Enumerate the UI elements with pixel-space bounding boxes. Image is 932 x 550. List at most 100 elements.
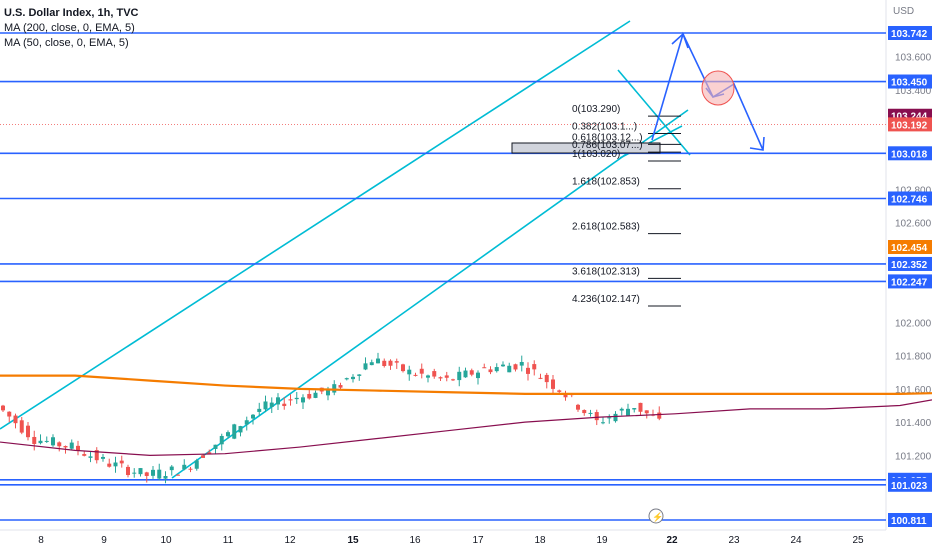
x-tick-label: 10 — [160, 535, 172, 546]
level-tag — [888, 191, 932, 206]
candle-body — [601, 422, 605, 424]
x-tick-label: 17 — [472, 535, 484, 546]
candle-body — [644, 410, 649, 414]
candle-body — [482, 367, 487, 369]
candle-body — [69, 442, 74, 449]
chart-title: U.S. Dollar Index, 1h, TVC — [4, 7, 139, 19]
candle-body — [313, 392, 318, 398]
y-tick-label: 101.600 — [895, 385, 932, 396]
candle-body — [194, 460, 199, 469]
candle-body — [132, 472, 137, 474]
candle-body — [76, 445, 80, 451]
candle-body — [7, 411, 12, 417]
candle-body — [13, 415, 18, 424]
candle-body — [57, 442, 62, 447]
x-tick-label: 15 — [347, 535, 359, 546]
candle-body — [207, 452, 212, 454]
candle-body — [432, 371, 437, 377]
candle-body — [563, 394, 568, 398]
fib-label: 0.618(103.12...) — [572, 132, 643, 143]
legend-ma200: MA (200, close, 0, EMA, 5) — [4, 22, 135, 34]
candle-body — [151, 469, 155, 476]
candle-body — [82, 454, 87, 456]
candle-body — [176, 474, 180, 476]
candle-body — [426, 375, 430, 378]
y-tick-label: 103.600 — [895, 53, 932, 64]
level-tag — [888, 513, 932, 527]
level-tag-label: 100.811 — [891, 516, 927, 527]
x-tick-label: 11 — [223, 535, 234, 546]
y-tick-label: 101.800 — [895, 352, 932, 363]
fib-label: 0.786(103.07...) — [572, 140, 643, 151]
wedge-upper-line — [617, 69, 691, 156]
candle-body — [338, 385, 343, 388]
candle-body — [413, 374, 418, 376]
candle-body — [626, 408, 630, 416]
candle-body — [88, 456, 93, 458]
level-tag — [888, 26, 932, 40]
candle-body — [157, 469, 162, 479]
candle-body — [113, 462, 118, 467]
candle-body — [638, 402, 643, 412]
candle-body — [376, 358, 380, 364]
legend-ma50: MA (50, close, 0, EMA, 5) — [4, 37, 129, 49]
candle-body — [557, 390, 562, 392]
consolidation-box — [511, 142, 661, 154]
candle-body — [263, 401, 268, 410]
candle-body — [401, 364, 405, 372]
candle-body — [201, 455, 205, 458]
candle-body — [444, 375, 449, 378]
candle-body — [457, 371, 462, 381]
candle-body — [576, 404, 580, 410]
candle-body — [438, 377, 443, 379]
y-tick-label: 101.200 — [895, 451, 932, 462]
candle-body — [619, 408, 624, 411]
candle-body — [382, 360, 387, 366]
x-tick-label: 9 — [101, 535, 107, 546]
candle-body — [532, 364, 537, 370]
price-tag — [888, 117, 932, 132]
candle-body — [244, 420, 249, 425]
candle-body — [63, 446, 68, 448]
candle-body — [463, 370, 468, 378]
x-tick-label: 18 — [534, 535, 546, 546]
candle-body — [476, 372, 480, 379]
candle-body — [232, 424, 237, 439]
arrowhead-down — [749, 136, 765, 151]
candle-body — [107, 463, 112, 467]
candle-body — [94, 450, 99, 461]
level-tag-label: 103.742 — [891, 29, 928, 40]
level-tag-label: 102.352 — [891, 260, 928, 271]
fib-label: 1.618(102.853) — [572, 177, 640, 188]
price-tag-label: 102.454 — [891, 243, 928, 254]
x-tick-label: 12 — [284, 535, 296, 546]
candle-body — [101, 456, 105, 459]
arrowhead-up — [671, 32, 689, 49]
x-tick-label: 22 — [666, 535, 678, 546]
candle-body — [32, 436, 37, 444]
y-tick-label: 103.400 — [895, 86, 932, 97]
candle-body — [26, 425, 30, 438]
candle-body — [488, 369, 493, 373]
chart-legend: U.S. Dollar Index, 1h, TVC MA (200, clos… — [4, 6, 138, 51]
candle-body — [288, 399, 293, 401]
candle-body — [351, 376, 355, 380]
candle-body — [301, 397, 305, 403]
level-tag-label: 102.746 — [891, 194, 928, 205]
candle-body — [657, 412, 662, 419]
candle-body — [388, 360, 393, 366]
price-tag-label: 103.192 — [891, 120, 928, 131]
candle-body — [219, 435, 224, 445]
candle-body — [126, 466, 130, 476]
candle-body — [469, 370, 474, 375]
x-tick-label: 25 — [852, 535, 864, 546]
candle-body — [44, 440, 49, 442]
candle-body — [407, 369, 412, 375]
candle-body — [276, 397, 280, 405]
candle-body — [357, 374, 362, 376]
lightning-icon — [648, 508, 664, 524]
channel-upper-line — [0, 20, 631, 430]
candle-body — [257, 408, 262, 412]
lightning-icon-glyph: ⚡ — [652, 511, 663, 523]
